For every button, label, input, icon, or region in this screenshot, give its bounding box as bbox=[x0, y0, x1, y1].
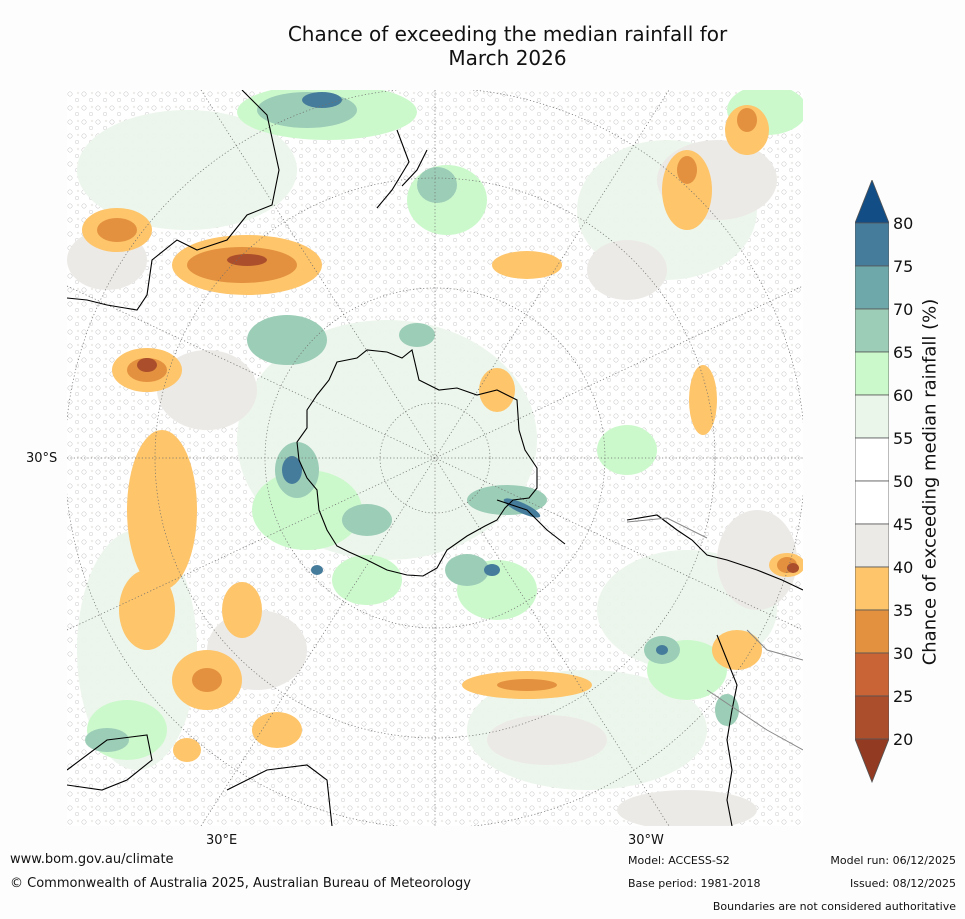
colorbar bbox=[855, 180, 889, 784]
colorbar-bin-35-40 bbox=[855, 566, 889, 611]
title-line-2: March 2026 bbox=[448, 46, 567, 70]
antarctic-peninsula bbox=[496, 499, 566, 545]
new-zealand-coast bbox=[376, 129, 410, 209]
colorbar-bin-80 bbox=[855, 180, 889, 224]
footer-url[interactable]: www.bom.gov.au/climate bbox=[10, 852, 174, 867]
footer-copyright: © Commonwealth of Australia 2025, Austra… bbox=[10, 876, 471, 891]
colorbar-bin-60-65 bbox=[855, 351, 889, 396]
orange-areas bbox=[82, 105, 803, 762]
colorbar-bin-75-80 bbox=[855, 222, 889, 267]
colorbar-tick-75: 75 bbox=[893, 257, 914, 276]
colorbar-tick-25: 25 bbox=[893, 687, 914, 706]
footer-disclaimer: Boundaries are not considered authoritat… bbox=[712, 900, 956, 913]
colorbar-tick-60: 60 bbox=[893, 386, 914, 405]
footer-issued: Issued: 08/12/2025 bbox=[849, 877, 956, 890]
lon-label-30w: 30°W bbox=[628, 833, 664, 848]
colorbar-tick-30: 30 bbox=[893, 644, 914, 663]
colorbar-bin-50-55 bbox=[855, 437, 889, 482]
footer-model: Model: ACCESS-S2 bbox=[628, 854, 730, 867]
brown-areas bbox=[137, 254, 799, 573]
borders bbox=[626, 517, 803, 751]
colorbar-bin-40-45 bbox=[855, 523, 889, 568]
colorbar-tick-50: 50 bbox=[893, 472, 914, 491]
colorbar-tick-80: 80 bbox=[893, 214, 914, 233]
rainfall-map bbox=[67, 90, 803, 826]
colorbar-tick-20: 20 bbox=[893, 730, 914, 749]
footer-base-period: Base period: 1981-2018 bbox=[628, 877, 761, 890]
colorbar-tick-40: 40 bbox=[893, 558, 914, 577]
colorbar-tick-35: 35 bbox=[893, 601, 914, 620]
madagascar-coast bbox=[226, 764, 333, 826]
colorbar-bin-65-70 bbox=[855, 308, 889, 353]
colorbar-tick-45: 45 bbox=[893, 515, 914, 534]
colorbar-tick-65: 65 bbox=[893, 343, 914, 362]
graticule bbox=[67, 90, 803, 826]
colorbar-title: Chance of exceeding median rainfall (%) bbox=[919, 298, 941, 666]
south-america-coast bbox=[626, 514, 803, 591]
australia-coast bbox=[67, 90, 280, 311]
chart-title: Chance of exceeding the median rainfall … bbox=[160, 22, 855, 70]
colorbar-bin-70-75 bbox=[855, 265, 889, 310]
africa-coast bbox=[67, 734, 153, 791]
colorbar-bin-20 bbox=[855, 738, 889, 784]
colorbar-bin-30-35 bbox=[855, 609, 889, 654]
new-zealand-south bbox=[401, 149, 428, 187]
footer-model-run: Model run: 06/12/2025 bbox=[830, 854, 956, 867]
coastlines bbox=[67, 90, 803, 826]
colorbar-bin-45-50 bbox=[855, 480, 889, 525]
colorbar-bin-25-30 bbox=[855, 652, 889, 697]
colorbar-tick-55: 55 bbox=[893, 429, 914, 448]
title-line-1: Chance of exceeding the median rainfall … bbox=[287, 22, 728, 46]
colorbar-bin-20-25 bbox=[855, 695, 889, 740]
lon-label-30e: 30°E bbox=[206, 833, 238, 848]
colorbar-bin-55-60 bbox=[855, 394, 889, 439]
colorbar-tick-70: 70 bbox=[893, 300, 914, 319]
antarctica-coast bbox=[296, 349, 538, 577]
map-svg bbox=[67, 90, 803, 826]
south-america-east bbox=[716, 634, 738, 826]
lat-label-30s: 30°S bbox=[26, 451, 58, 466]
